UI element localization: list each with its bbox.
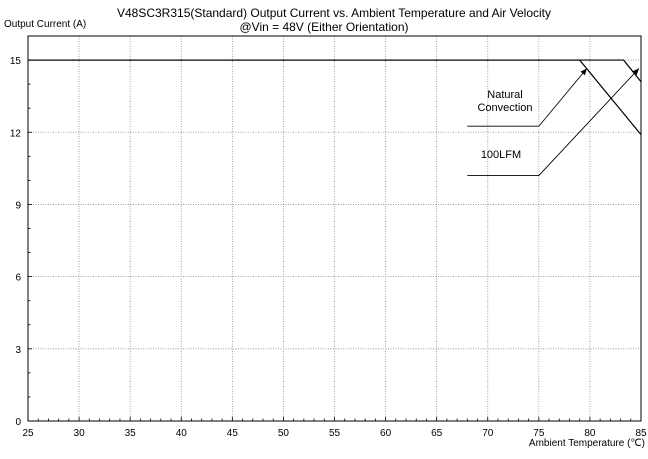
- x-tick-label-50: 50: [278, 428, 290, 439]
- chart-subtitle: @Vin = 48V (Either Orientation): [239, 20, 408, 34]
- y-tick-label-3: 3: [15, 345, 21, 356]
- x-tick-label-35: 35: [125, 428, 137, 439]
- annotation-leader-2: [467, 68, 640, 177]
- annotation-label-2-1: 100LFM: [481, 149, 521, 161]
- x-tick-label-30: 30: [74, 428, 86, 439]
- y-tick-label-9: 9: [15, 200, 21, 211]
- annotation-leader-1: [467, 68, 588, 127]
- tick-labels: 25 30 35 40 45 50 55 60 65 70 75 80 85 0 3 6 9 12 15: [10, 56, 647, 439]
- x-tick-label-75: 75: [533, 428, 545, 439]
- annotation-label-1-1: Natural: [487, 89, 522, 101]
- x-tick-label-45: 45: [227, 428, 239, 439]
- y-tick-label-15: 15: [10, 56, 22, 67]
- x-tick-label-55: 55: [329, 428, 341, 439]
- y-tick-label-0: 0: [15, 417, 21, 428]
- y-tick-label-12: 12: [10, 128, 22, 139]
- x-tick-label-85: 85: [635, 428, 647, 439]
- x-axis-label: Ambient Temperature (℃): [529, 438, 645, 449]
- x-tick-label-80: 80: [584, 428, 596, 439]
- chart-title: V48SC3R315(Standard) Output Current vs. …: [117, 6, 551, 20]
- annotation-2: 100LFM: [467, 68, 640, 177]
- series-line-2: [28, 59, 642, 83]
- annotation-label-1-2: Convection: [477, 102, 532, 114]
- y-tick-label-6: 6: [15, 273, 21, 284]
- x-tick-label-25: 25: [22, 428, 34, 439]
- plot-frame: [27, 35, 642, 422]
- x-tick-label-60: 60: [380, 428, 392, 439]
- x-tick-label-65: 65: [431, 428, 443, 439]
- annotation-arrowhead-1: [580, 68, 587, 76]
- y-axis-label: Output Current (A): [4, 19, 86, 30]
- annotation-arrowhead-2: [632, 68, 639, 76]
- series-layer: [28, 59, 642, 136]
- x-tick-label-70: 70: [482, 428, 494, 439]
- x-tick-label-40: 40: [176, 428, 188, 439]
